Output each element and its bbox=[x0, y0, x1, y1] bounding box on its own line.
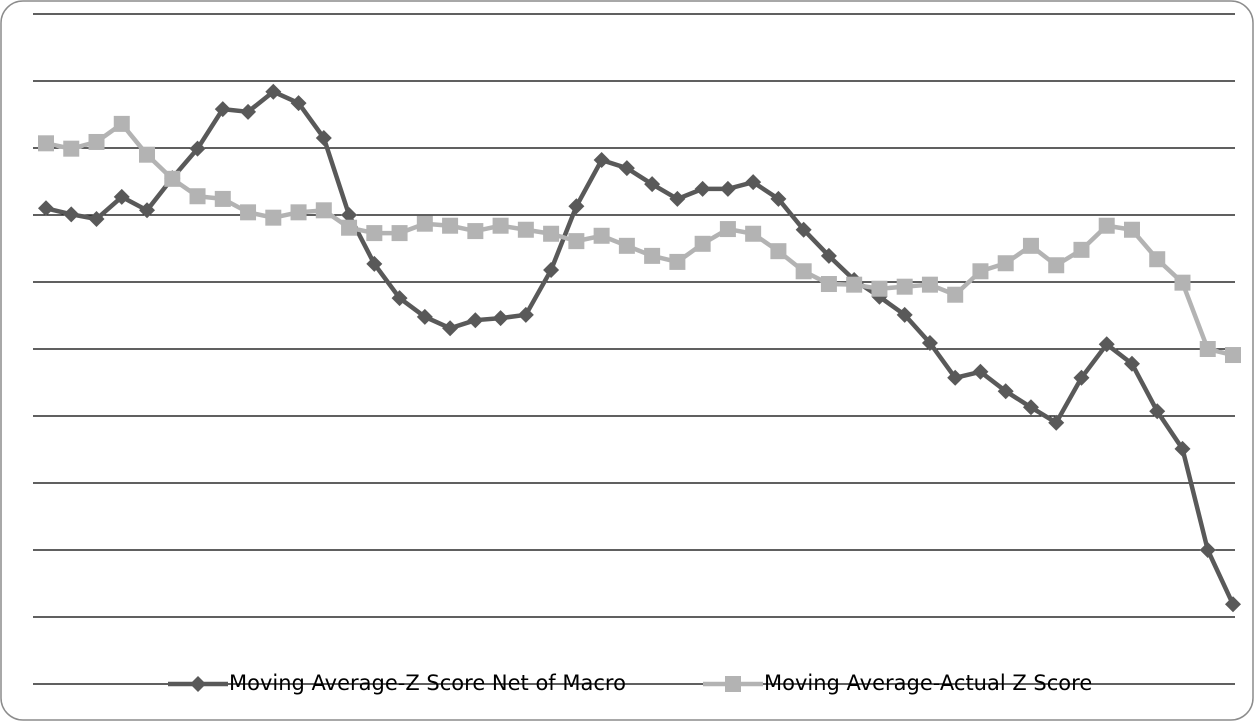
marker bbox=[871, 280, 888, 297]
marker bbox=[1048, 414, 1065, 431]
marker bbox=[240, 204, 257, 221]
marker bbox=[997, 383, 1014, 400]
marker bbox=[88, 211, 105, 228]
marker bbox=[543, 261, 560, 278]
marker bbox=[391, 225, 408, 242]
marker bbox=[669, 253, 686, 270]
marker bbox=[618, 160, 635, 177]
marker bbox=[644, 176, 661, 193]
marker bbox=[240, 103, 257, 120]
marker bbox=[265, 209, 282, 226]
marker bbox=[341, 219, 358, 236]
marker bbox=[416, 308, 433, 325]
marker bbox=[1123, 355, 1140, 372]
marker bbox=[795, 263, 812, 280]
marker bbox=[694, 235, 711, 252]
marker bbox=[568, 198, 585, 215]
marker bbox=[1225, 596, 1241, 613]
marker bbox=[947, 286, 964, 303]
marker bbox=[972, 263, 989, 280]
marker bbox=[442, 320, 459, 337]
marker bbox=[947, 369, 964, 386]
marker bbox=[113, 188, 130, 205]
marker bbox=[38, 200, 54, 217]
marker bbox=[214, 190, 231, 207]
marker bbox=[820, 247, 837, 264]
marker bbox=[1123, 221, 1140, 238]
marker bbox=[391, 290, 408, 307]
marker bbox=[88, 133, 105, 150]
marker bbox=[896, 306, 913, 323]
marker bbox=[770, 190, 787, 207]
marker bbox=[820, 276, 837, 293]
marker bbox=[745, 225, 762, 242]
marker bbox=[618, 237, 635, 254]
marker bbox=[1098, 217, 1115, 234]
marker bbox=[694, 180, 711, 197]
marker bbox=[442, 217, 459, 234]
marker bbox=[745, 174, 762, 191]
marker bbox=[492, 217, 509, 234]
marker bbox=[38, 135, 54, 152]
marker bbox=[366, 255, 383, 272]
marker bbox=[265, 83, 282, 100]
marker bbox=[543, 225, 560, 242]
marker bbox=[795, 221, 812, 238]
marker bbox=[719, 180, 736, 197]
marker bbox=[1022, 237, 1039, 254]
marker bbox=[290, 204, 307, 221]
marker bbox=[1149, 251, 1166, 268]
marker bbox=[416, 215, 433, 232]
marker bbox=[517, 221, 534, 238]
marker bbox=[113, 115, 130, 132]
marker bbox=[492, 310, 509, 327]
marker bbox=[366, 225, 383, 242]
marker bbox=[315, 129, 332, 146]
marker bbox=[517, 306, 534, 323]
marker bbox=[644, 247, 661, 264]
marker bbox=[997, 255, 1014, 272]
marker bbox=[568, 233, 585, 250]
legend-label: Moving Average-Z Score Net of Macro bbox=[229, 671, 626, 695]
marker bbox=[341, 207, 358, 223]
marker bbox=[1022, 399, 1039, 416]
marker bbox=[63, 206, 80, 223]
marker bbox=[896, 278, 913, 295]
marker bbox=[593, 152, 610, 169]
marker bbox=[593, 227, 610, 244]
marker bbox=[1048, 257, 1065, 274]
marker bbox=[972, 363, 989, 380]
marker bbox=[1174, 274, 1191, 291]
marker bbox=[467, 312, 484, 329]
marker bbox=[1199, 341, 1216, 357]
marker bbox=[214, 101, 231, 118]
marker bbox=[1073, 369, 1090, 386]
legend-marker bbox=[190, 676, 206, 692]
marker bbox=[719, 221, 736, 238]
marker bbox=[467, 223, 484, 240]
marker bbox=[189, 140, 206, 157]
marker bbox=[1098, 336, 1115, 353]
marker bbox=[164, 170, 181, 187]
marker bbox=[1199, 542, 1216, 558]
marker bbox=[139, 146, 156, 163]
marker bbox=[770, 243, 787, 260]
marker bbox=[315, 202, 332, 219]
marker bbox=[189, 188, 206, 205]
marker bbox=[139, 202, 156, 219]
marker bbox=[921, 276, 938, 293]
legend-label: Moving Average-Actual Z Score bbox=[764, 671, 1092, 695]
marker bbox=[63, 140, 80, 157]
marker bbox=[1073, 241, 1090, 258]
legend-marker bbox=[725, 676, 741, 692]
marker bbox=[921, 334, 938, 351]
marker bbox=[669, 190, 686, 207]
marker bbox=[290, 95, 307, 112]
marker bbox=[1149, 403, 1166, 420]
marker bbox=[846, 276, 863, 293]
marker bbox=[1174, 440, 1191, 457]
marker bbox=[1225, 347, 1241, 364]
